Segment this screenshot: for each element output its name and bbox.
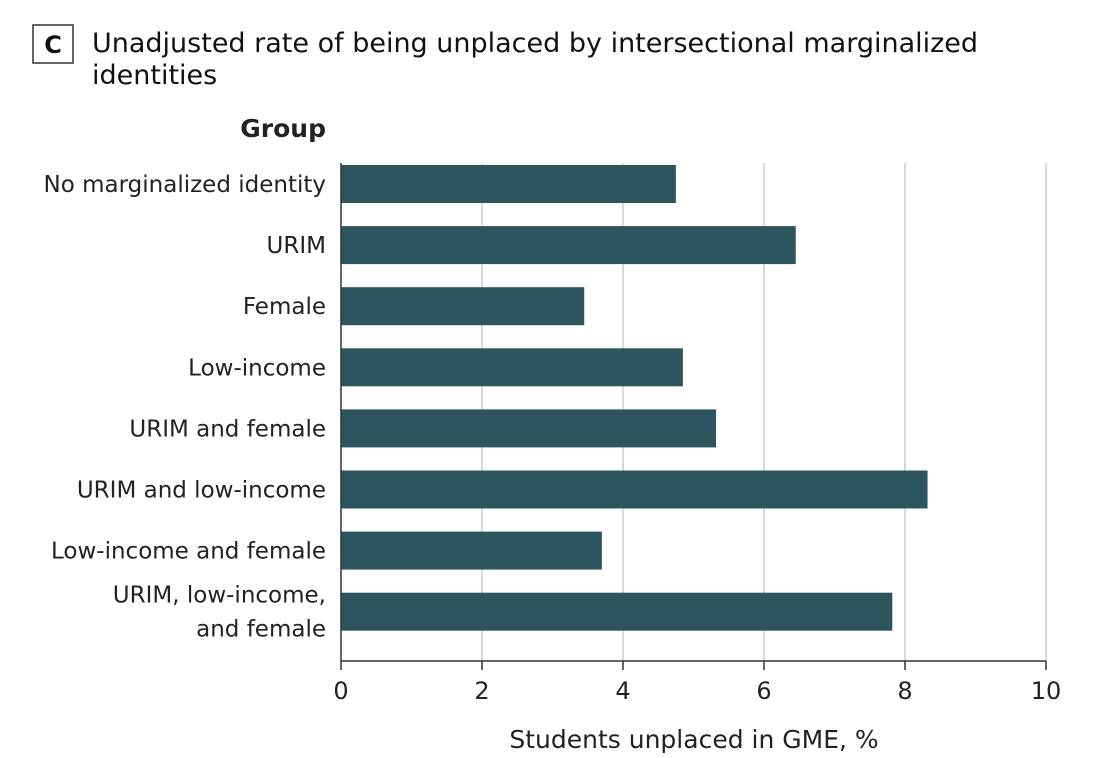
bar-5 [341, 470, 928, 509]
x-axis: 0 2 4 6 8 10 [333, 163, 1061, 705]
panel-label-box [32, 24, 74, 64]
category-label-7-line-1: and female [196, 617, 326, 643]
bar-7 [341, 592, 893, 631]
panel-letter: C [44, 31, 62, 59]
bar-2 [341, 287, 585, 326]
bar-0 [341, 165, 676, 203]
category-label-5: URIM and low-income [77, 478, 326, 504]
category-labels: No marginalized identity URIM Female Low-in… [44, 172, 326, 643]
category-label-3: Low-income [188, 355, 326, 381]
chart-title-line-1: Unadjusted rate of being unplaced by int… [92, 28, 978, 59]
category-label-1: URIM [267, 233, 326, 259]
x-tick-label-6: 6 [756, 677, 771, 705]
bar-1 [341, 226, 796, 265]
bar-6 [341, 531, 602, 570]
category-label-2: Female [243, 294, 326, 320]
chart-title-line-2: identities [92, 60, 217, 91]
bar-4 [341, 409, 717, 448]
x-tick-label-2: 2 [474, 677, 489, 705]
category-label-0: No marginalized identity [44, 172, 326, 198]
bars [341, 165, 928, 631]
group-header: Group [240, 114, 326, 143]
category-label-4: URIM and female [129, 416, 326, 442]
x-tick-label-0: 0 [333, 677, 348, 705]
x-axis-title: Students unplaced in GME, % [509, 725, 878, 754]
category-label-6: Low-income and female [51, 539, 326, 565]
x-tick-label-10: 10 [1031, 677, 1062, 705]
x-tick-label-8: 8 [897, 677, 912, 705]
x-tick-label-4: 4 [615, 677, 630, 705]
bar-3 [341, 348, 683, 387]
category-label-7-line-0: URIM, low-income, [113, 583, 326, 609]
